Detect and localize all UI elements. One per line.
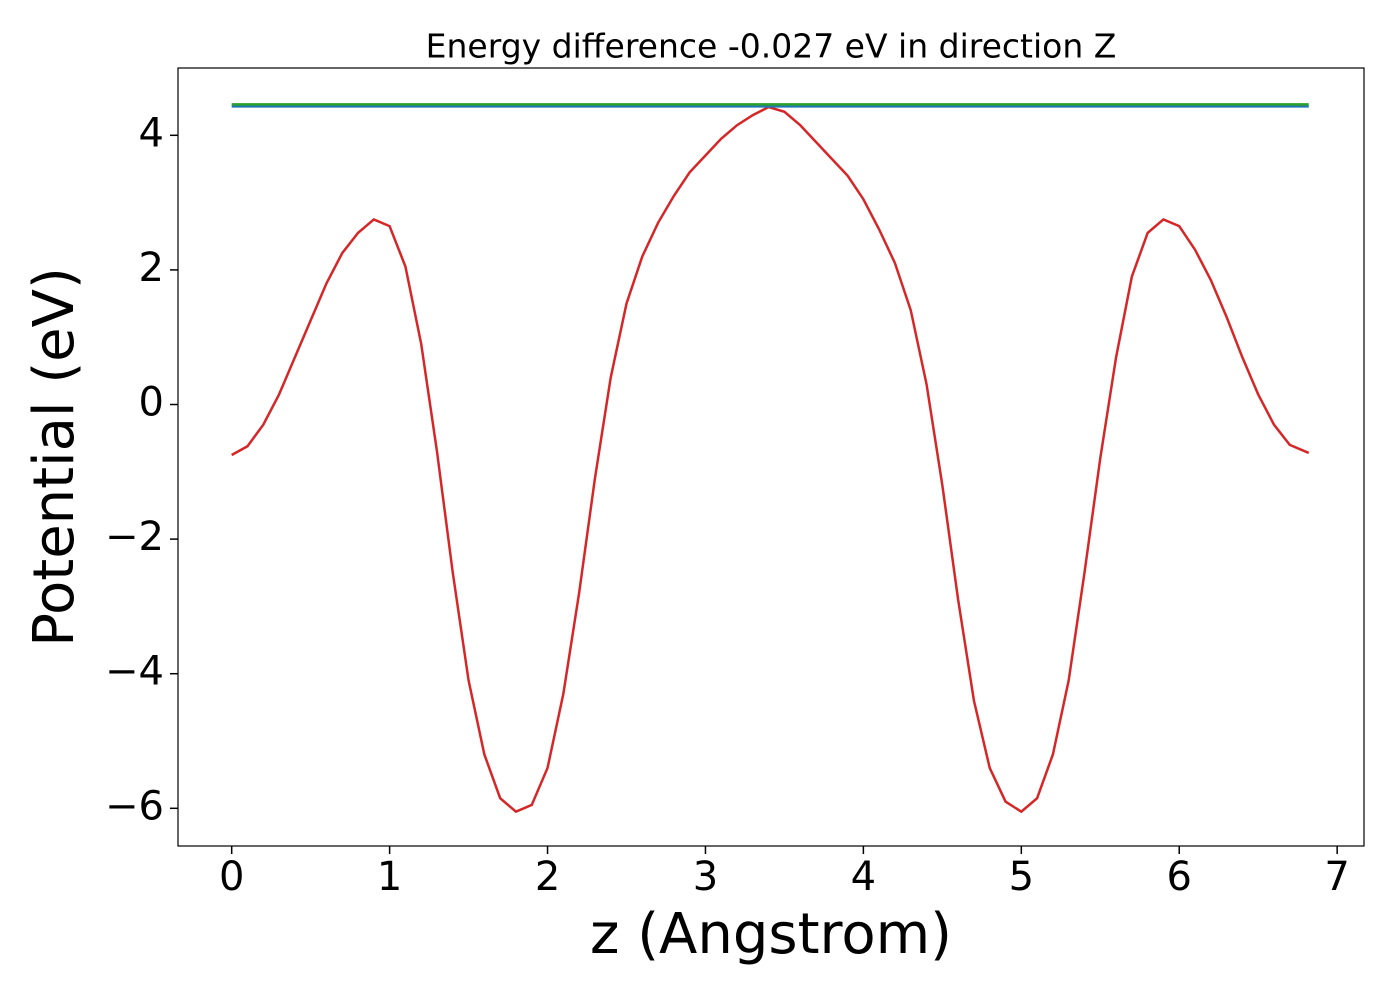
y-tick-label: −2 xyxy=(105,514,164,560)
data-line xyxy=(231,105,1310,814)
x-tick-label: 7 xyxy=(1324,854,1349,900)
x-tick-label: 5 xyxy=(1009,854,1034,900)
x-tick-label: 3 xyxy=(693,854,718,900)
x-tick-label: 0 xyxy=(219,854,244,900)
y-tick-label: −6 xyxy=(105,783,164,829)
y-tick-label: 2 xyxy=(139,245,164,291)
chart-title: Energy difference -0.027 eV in direction… xyxy=(426,27,1117,66)
x-tick-label: 4 xyxy=(851,854,876,900)
x-tick-label: 1 xyxy=(377,854,402,900)
plot-frame xyxy=(177,67,1365,847)
y-tick-label: 0 xyxy=(139,380,164,426)
x-axis-label: z (Angstrom) xyxy=(590,902,952,967)
x-tick-label: 2 xyxy=(535,854,560,900)
y-axis-label: Potential (eV) xyxy=(22,267,87,647)
y-tick-label: 4 xyxy=(139,110,164,156)
x-tick-label: 6 xyxy=(1167,854,1192,900)
y-tick-label: −4 xyxy=(105,649,164,695)
